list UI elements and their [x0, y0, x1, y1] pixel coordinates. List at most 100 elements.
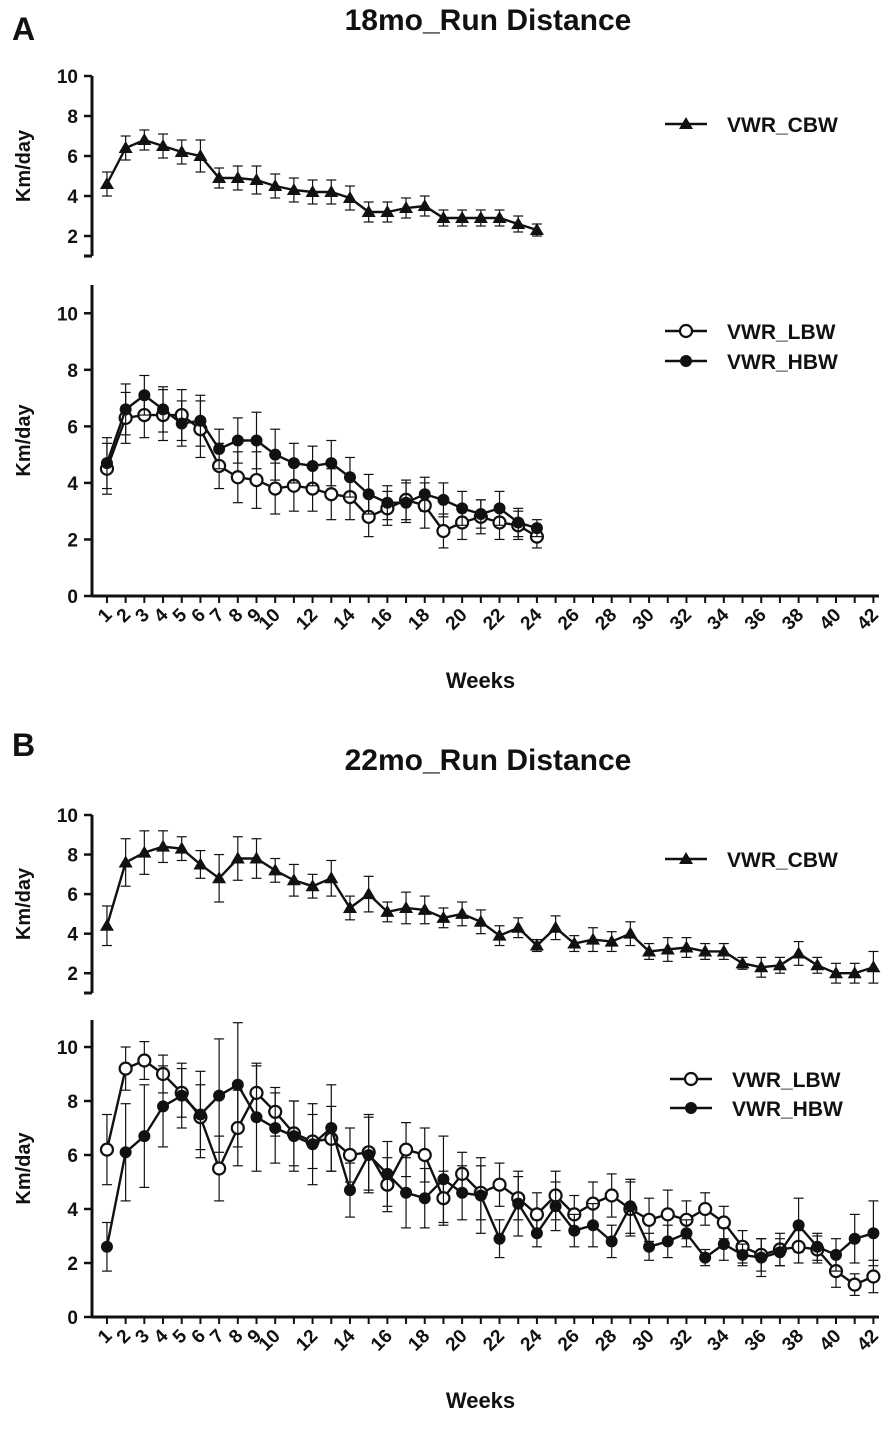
data-point — [156, 139, 171, 151]
series-line — [105, 138, 538, 232]
data-point — [400, 1186, 413, 1199]
legend-entry: VWR_CBW — [665, 114, 838, 137]
data-point — [193, 149, 208, 161]
x-tick-label: 38 — [778, 1326, 808, 1356]
data-point — [287, 1130, 300, 1143]
data-point — [269, 1122, 282, 1134]
data-point — [473, 914, 488, 927]
y-axis-label: Km/day — [13, 867, 35, 940]
x-tick-label: 22 — [479, 605, 509, 635]
data-point — [417, 902, 432, 915]
legend-label: VWR_LBW — [732, 1069, 841, 1092]
data-point — [399, 900, 414, 913]
data-point — [436, 211, 451, 223]
panel-b-label: B — [12, 727, 35, 763]
data-point — [717, 1238, 730, 1251]
x-tick-label: 16 — [367, 605, 397, 635]
x-tick-label: 8 — [225, 1326, 247, 1348]
x-tick-label: 42 — [853, 605, 883, 635]
data-point — [530, 1227, 543, 1240]
data-point — [157, 1100, 170, 1113]
x-axis-label: Weeks — [446, 668, 515, 693]
data-point — [249, 851, 264, 864]
x-tick-label: 10 — [255, 605, 285, 635]
data-point — [511, 217, 526, 229]
x-tick-label: 3 — [132, 1326, 154, 1348]
data-point — [380, 205, 395, 217]
x-tick-label: 5 — [169, 1325, 192, 1348]
panel-b-title: 22mo_Run Distance — [345, 744, 632, 777]
data-point — [286, 873, 301, 886]
data-point — [660, 1207, 675, 1222]
data-point — [381, 496, 394, 509]
data-point — [99, 1142, 115, 1157]
y-tick-label: 8 — [67, 361, 78, 382]
data-point — [175, 1089, 188, 1102]
x-tick-label: 40 — [816, 605, 846, 635]
data-point — [249, 472, 264, 488]
data-point — [810, 958, 825, 971]
series-VWR_HBW — [100, 374, 543, 538]
x-tick-label: 8 — [225, 605, 247, 627]
data-point — [138, 1130, 151, 1143]
legend-label: VWR_CBW — [727, 849, 838, 872]
data-point — [773, 1246, 786, 1259]
panel-a-label: A — [12, 11, 35, 47]
data-point — [493, 1232, 506, 1245]
x-tick-label: 1 — [94, 1325, 117, 1348]
data-point — [735, 956, 750, 969]
data-point — [623, 926, 638, 939]
x-tick-label: 1 — [94, 604, 117, 627]
data-point — [231, 1078, 244, 1091]
data-point — [754, 960, 769, 973]
data-point — [847, 966, 862, 979]
data-point — [287, 457, 300, 470]
data-point — [157, 403, 170, 416]
x-tick-label: 4 — [150, 1325, 173, 1348]
y-tick-label: 8 — [67, 107, 78, 128]
y-tick-label: 4 — [67, 1200, 78, 1221]
data-point — [137, 845, 152, 858]
data-point — [361, 887, 376, 900]
data-point — [99, 918, 114, 931]
data-point — [213, 442, 226, 455]
chart-plots: 246810Km/dayVWR_CBW0246810Km/day12345678… — [13, 67, 883, 1413]
x-tick-label: 24 — [517, 604, 547, 634]
x-tick-label: 12 — [292, 1326, 322, 1356]
y-tick-label: 4 — [67, 925, 78, 946]
data-point — [867, 1227, 880, 1240]
data-point — [680, 1227, 693, 1240]
y-tick-label: 6 — [67, 885, 78, 906]
data-point — [755, 1251, 768, 1264]
data-point — [641, 1212, 657, 1227]
data-point — [268, 179, 283, 191]
data-point — [586, 1219, 599, 1232]
plot-B-top: 2 4 6 8 10 Km/day VWR_CBW — [13, 806, 881, 995]
series-VWR_HBW — [100, 1022, 880, 1278]
data-point — [305, 879, 320, 892]
x-tick-label: 10 — [255, 1326, 285, 1356]
data-point — [324, 185, 339, 197]
data-point — [230, 470, 245, 485]
data-point — [381, 1167, 394, 1180]
y-tick-label: 6 — [67, 147, 78, 168]
data-point — [324, 871, 339, 884]
legend-entry: VWR_LBW — [665, 321, 836, 344]
x-tick-label: 3 — [132, 605, 154, 627]
data-point — [661, 1235, 674, 1248]
data-point — [866, 1269, 881, 1284]
data-point — [455, 211, 470, 223]
data-point — [736, 1248, 749, 1261]
data-point — [511, 920, 526, 933]
y-tick-label: 4 — [67, 474, 78, 495]
data-point — [643, 1240, 656, 1253]
y-tick-label: 2 — [67, 530, 78, 551]
x-tick-label: 22 — [479, 1326, 509, 1356]
data-point — [286, 183, 301, 195]
data-point — [118, 141, 133, 153]
legend-entry: VWR_LBW — [670, 1069, 841, 1092]
data-point — [716, 944, 731, 957]
data-point — [660, 942, 675, 955]
y-tick-label: 6 — [67, 417, 78, 438]
